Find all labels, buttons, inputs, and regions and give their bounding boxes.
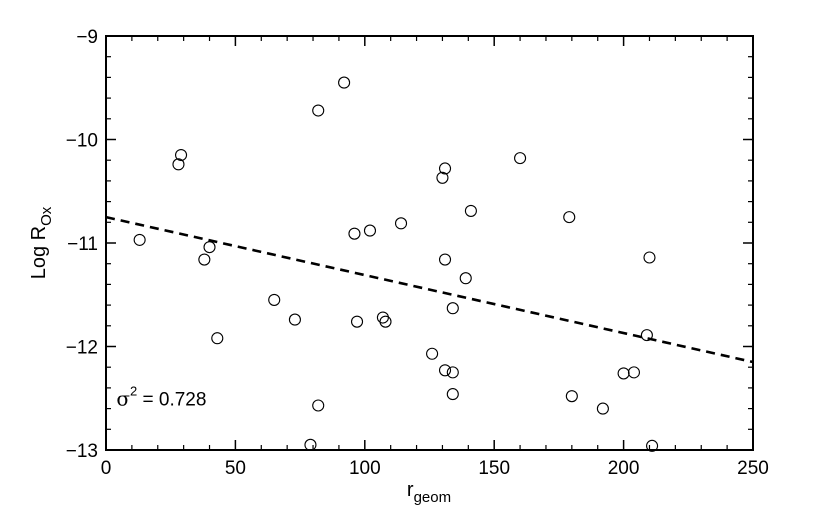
data-point (627, 366, 641, 379)
x-tick-label: 200 (608, 458, 640, 479)
data-point (198, 253, 211, 266)
data-point (617, 367, 630, 380)
sigma-superscript: 2 (130, 383, 137, 398)
data-point (426, 347, 439, 360)
data-point (376, 311, 389, 324)
data-point (640, 329, 653, 342)
data-point (643, 251, 656, 264)
y-tick-label: −9 (76, 27, 98, 48)
fit-line (105, 215, 754, 364)
data-point (446, 366, 459, 379)
data-point (438, 364, 452, 377)
x-tick-label: 0 (101, 458, 112, 479)
data-point (514, 152, 527, 165)
axis-ticks (105, 35, 754, 451)
data-point (565, 390, 578, 403)
data-point (304, 438, 317, 451)
y-axis-title: Log ROx (28, 206, 55, 279)
x-axis-title: rgeom (407, 479, 451, 506)
sigma-value: = 0.728 (137, 389, 206, 410)
y-tick-label: −12 (66, 338, 98, 359)
data-point (175, 148, 188, 162)
data-point (446, 388, 459, 401)
sigma-symbol: σ (116, 386, 130, 410)
data-point (211, 332, 224, 345)
x-tick-label: 150 (478, 458, 510, 479)
data-point (464, 204, 477, 217)
data-point (172, 158, 185, 171)
y-tick-label: −13 (66, 441, 98, 462)
y-axis-title-main: Log R (28, 226, 50, 279)
fit-line-group (105, 215, 754, 364)
data-point (350, 315, 364, 328)
data-point (203, 241, 216, 254)
data-point (268, 293, 281, 306)
x-axis-title-sub: geom (414, 489, 452, 506)
data-point (363, 224, 377, 237)
data-point (394, 217, 408, 230)
x-tick-label: 250 (737, 458, 769, 479)
data-point (596, 402, 609, 415)
x-tick-label: 50 (225, 458, 246, 479)
data-point (459, 272, 472, 285)
data-point (379, 315, 392, 328)
data-point (438, 253, 452, 266)
data-point (646, 439, 659, 452)
data-point (563, 211, 576, 224)
data-point (338, 76, 351, 89)
data-point (348, 227, 361, 240)
data-point (288, 313, 301, 326)
data-point (436, 171, 449, 184)
y-tick-label: −10 (66, 131, 98, 152)
data-point (312, 104, 325, 117)
data-point (446, 302, 459, 315)
sigma-annotation: σ2 = 0.728 (116, 383, 206, 410)
tick-labels: 0 50 100 150 200 250 −13 −12 −11 −10 −9 (66, 27, 769, 479)
x-tick-label: 100 (349, 458, 381, 479)
plot-frame (105, 35, 754, 451)
data-point (133, 233, 146, 246)
data-point (312, 399, 325, 412)
data-points (133, 76, 659, 452)
y-tick-label: −11 (67, 234, 98, 255)
x-axis-title-main: r (407, 479, 414, 501)
data-point (438, 162, 452, 175)
y-axis-title-sub: Ox (38, 206, 55, 226)
